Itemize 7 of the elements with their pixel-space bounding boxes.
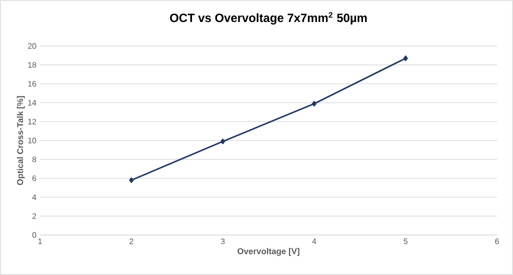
point [403,56,408,62]
point [312,100,316,106]
y-axis-title: Optical Cross-Talk [%] [16,96,25,186]
point [129,177,134,183]
x-axis-title: Overvoltage [V] [238,248,300,256]
point [220,138,226,144]
chart-title: OCT vs Overvoltage 7x7mm$^{2}$ 50µm [170,12,367,24]
